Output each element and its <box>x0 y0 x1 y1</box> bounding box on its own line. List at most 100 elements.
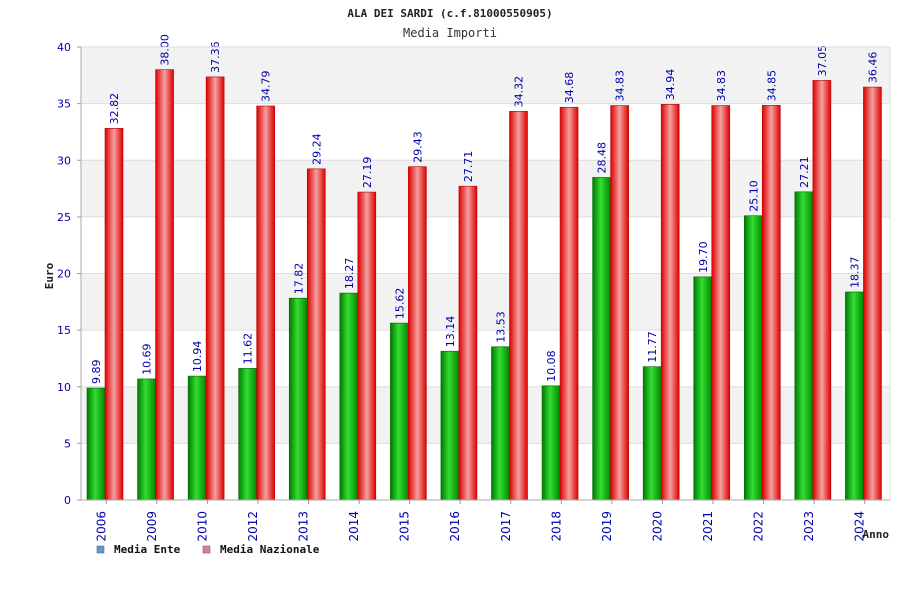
bar-media-nazionale <box>357 191 377 501</box>
y-tick-label: 5 <box>64 437 71 450</box>
bar-media-ente <box>491 346 510 501</box>
legend-item-nazionale: Media Nazionale <box>202 543 320 556</box>
bar-media-ente <box>86 387 106 501</box>
bar-media-ente <box>440 350 460 501</box>
bar-media-nazionale <box>711 105 731 501</box>
value-label-media-nazionale: 34.85 <box>765 70 778 102</box>
x-tick-label: 2019 <box>600 511 614 542</box>
y-tick-label: 25 <box>57 211 71 224</box>
legend-item-ente: Media Ente <box>96 543 181 556</box>
value-label-media-ente: 18.37 <box>848 256 861 288</box>
value-label-media-ente: 17.82 <box>292 263 305 295</box>
legend-label-nazionale: Media Nazionale <box>220 543 320 556</box>
y-tick-label: 0 <box>64 494 71 507</box>
x-tick-label: 2009 <box>145 511 159 542</box>
x-tick-label: 2014 <box>347 511 361 542</box>
bar-media-ente <box>845 291 864 501</box>
value-label-media-ente: 10.69 <box>141 343 154 375</box>
legend-swatch-nazionale <box>202 545 211 554</box>
bar-media-nazionale <box>256 105 275 501</box>
value-label-media-nazionale: 38.00 <box>159 34 172 66</box>
value-label-media-ente: 15.62 <box>393 288 406 320</box>
y-tick-label: 20 <box>57 268 71 281</box>
bar-media-nazionale <box>306 168 326 501</box>
value-label-media-nazionale: 29.43 <box>411 131 424 163</box>
value-label-media-ente: 9.89 <box>90 359 103 384</box>
value-label-media-nazionale: 34.68 <box>563 72 576 104</box>
bar-media-ente <box>187 375 207 501</box>
value-label-media-ente: 13.53 <box>495 311 508 343</box>
bar-media-ente <box>744 215 763 501</box>
x-tick-label: 2015 <box>398 511 412 542</box>
value-label-media-ente: 11.77 <box>646 331 659 363</box>
x-tick-label: 2021 <box>701 511 715 542</box>
value-label-media-nazionale: 34.83 <box>715 70 728 102</box>
value-label-media-ente: 11.62 <box>242 333 255 365</box>
value-label-media-nazionale: 27.71 <box>462 151 475 183</box>
value-label-media-nazionale: 34.94 <box>664 69 677 101</box>
value-label-media-nazionale: 36.46 <box>866 52 879 84</box>
y-tick-label: 40 <box>57 41 71 54</box>
value-label-media-nazionale: 37.05 <box>816 45 829 77</box>
x-tick-label: 2017 <box>499 511 513 542</box>
value-label-media-nazionale: 32.82 <box>108 93 121 125</box>
bar-media-ente <box>288 297 308 501</box>
y-tick-label: 10 <box>57 381 71 394</box>
x-tick-label: 2023 <box>802 511 816 542</box>
x-tick-label: 2024 <box>853 511 867 542</box>
bar-media-nazionale <box>660 104 680 501</box>
bar-media-ente <box>541 385 561 501</box>
bar-media-nazionale <box>812 80 832 501</box>
value-label-media-ente: 27.21 <box>798 156 811 188</box>
bars <box>86 69 882 501</box>
chart-subtitle: Media Importi <box>403 26 497 40</box>
x-tick-label: 2018 <box>549 511 563 542</box>
value-label-media-ente: 19.70 <box>697 241 710 273</box>
bar-media-ente <box>339 292 359 501</box>
y-tick-label: 30 <box>57 154 71 167</box>
bar-media-nazionale <box>155 69 174 501</box>
bar-media-nazionale <box>104 128 124 501</box>
x-tick-label: 2012 <box>246 511 260 542</box>
x-tick-label: 2013 <box>297 511 311 542</box>
axes <box>77 46 891 504</box>
x-tick-label: 2020 <box>650 511 664 542</box>
bar-media-ente <box>693 276 713 501</box>
bar-media-ente <box>592 177 611 501</box>
value-label-media-ente: 10.94 <box>191 341 204 373</box>
value-label-media-nazionale: 34.79 <box>260 71 273 103</box>
value-label-media-nazionale: 37.36 <box>209 41 222 73</box>
bar-media-nazionale <box>863 86 882 501</box>
value-label-media-ente: 28.48 <box>596 142 609 174</box>
value-label-media-ente: 10.08 <box>545 350 558 382</box>
chart-title: ALA DEI SARDI (c.f.81000550905) <box>347 7 552 20</box>
legend: Media Ente Media Nazionale <box>96 543 320 556</box>
value-label-media-nazionale: 34.83 <box>614 70 627 102</box>
bar-media-nazionale <box>408 166 427 501</box>
value-label-media-nazionale: 27.19 <box>361 157 374 189</box>
bar-media-ente <box>642 366 662 501</box>
value-label-media-nazionale: 34.32 <box>513 76 526 108</box>
bar-media-nazionale <box>762 105 781 501</box>
x-tick-label: 2016 <box>448 511 462 542</box>
bar-media-ente <box>238 368 257 501</box>
y-tick-labels: 0 5 10 15 20 25 30 35 40 <box>57 41 71 507</box>
bar-media-nazionale <box>610 105 629 501</box>
value-labels: 9.89 32.82 10.69 38.00 10.94 37.36 11.62 34.79 1… <box>90 34 879 384</box>
bar-media-ente <box>390 322 409 501</box>
bar-media-nazionale <box>205 76 225 501</box>
value-label-media-ente: 25.10 <box>747 180 760 212</box>
x-tick-label: 2010 <box>195 511 209 542</box>
x-tick-label: 2022 <box>752 511 766 542</box>
legend-swatch-ente <box>96 545 105 554</box>
x-tick-labels: 2006 2009 2010 2012 2013 2014 2015 2016 2017 2018… <box>94 511 866 542</box>
legend-label-ente: Media Ente <box>114 543 181 556</box>
x-axis-title: Anno <box>863 528 890 541</box>
y-tick-label: 35 <box>57 98 71 111</box>
bar-media-nazionale <box>559 106 579 501</box>
y-tick-label: 15 <box>57 324 71 337</box>
bar-media-nazionale <box>458 185 478 501</box>
y-axis-title: Euro <box>43 262 56 289</box>
bar-media-ente <box>137 378 156 501</box>
